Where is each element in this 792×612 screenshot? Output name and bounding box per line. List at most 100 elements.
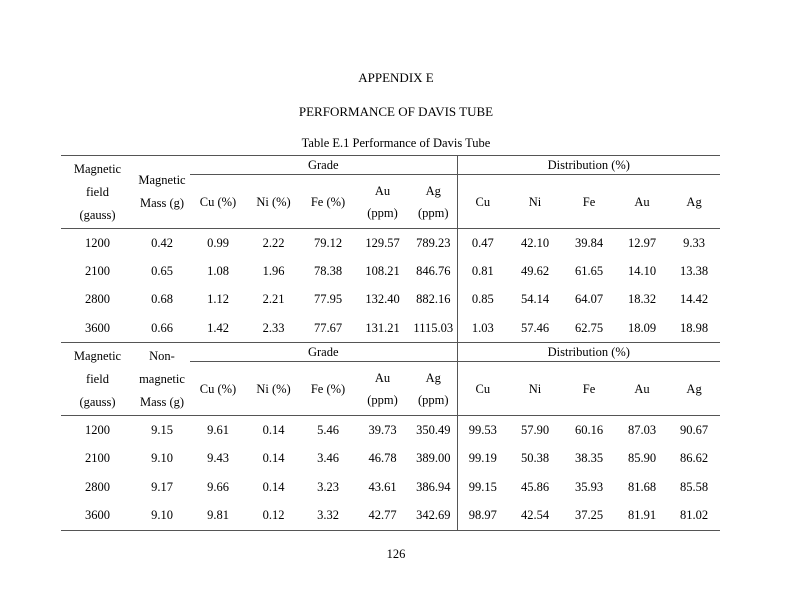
table-cell: 2800	[85, 292, 110, 307]
table-cell: 49.62	[520, 263, 550, 278]
table-cell: 42.77	[355, 501, 410, 531]
appendix-subtitle: PERFORMANCE OF DAVIS TUBE	[298, 104, 494, 119]
table-cell: 9.10	[151, 451, 173, 466]
table-cell: 0.42	[151, 235, 173, 250]
table-cell: 3.46	[317, 451, 339, 466]
header-magnetic-field-2: Magnetic field (gauss)	[61, 342, 134, 417]
table-cell: 2.21	[262, 292, 285, 307]
appendix-title: APPENDIX E	[358, 70, 434, 85]
table-cell: 389.00	[410, 444, 458, 474]
table-cell: 1.12	[207, 292, 229, 307]
table-cell: 0.47	[471, 235, 494, 250]
table-cell: 9.15	[151, 422, 173, 437]
table-cell: 85.58	[680, 479, 709, 494]
table-row: Cu (%) Ni (%) Fe (%) Au (ppm) Ag (ppm) C…	[61, 174, 721, 229]
header-dist-ag-2: Ag	[668, 361, 721, 417]
header-dist-au: Au	[616, 174, 669, 229]
table-cell: 57.46	[508, 314, 563, 344]
table-cell: 9.17	[151, 479, 173, 494]
table-cell: 9.61	[207, 422, 229, 437]
table-cell: 0.66	[134, 314, 190, 344]
table-cell: 882.16	[410, 285, 458, 315]
table-cell: 62.75	[562, 314, 617, 344]
table-cell: 2.33	[246, 314, 301, 344]
header-dist-cu: Cu	[457, 174, 509, 229]
table-caption: Table E.1 Performance of Davis Tube	[301, 136, 491, 150]
table-cell: 98.97	[457, 501, 509, 531]
table-cell: 350.49	[410, 415, 458, 445]
table-cell: 1115.03	[410, 314, 458, 344]
table-cell: 342.69	[410, 501, 458, 531]
table-cell: 131.21	[355, 314, 410, 344]
table-cell: 77.95	[313, 292, 343, 307]
header-dist-ni: Ni	[508, 174, 563, 229]
table-cell: 39.73	[368, 422, 397, 437]
table-cell: 61.65	[574, 263, 604, 278]
table-cell: 99.19	[468, 451, 497, 466]
table-cell: 9.66	[207, 479, 229, 494]
header-grade-ni-2: Ni (%)	[246, 361, 301, 417]
table-cell: 35.93	[574, 479, 604, 494]
davis-tube-performance-table: Magnetic field (gauss) Magnetic Mass (g)…	[61, 155, 721, 531]
table-cell: 38.35	[574, 451, 604, 466]
table-cell: 0.99	[207, 235, 229, 250]
table-cell: 85.90	[627, 451, 657, 466]
table-row: 2800 0.68 1.12 2.21 77.95 132.40 882.16 …	[61, 285, 720, 315]
page-number: 126	[386, 547, 406, 561]
table-cell: 64.07	[574, 292, 604, 307]
header-grade-au: Au (ppm)	[355, 174, 410, 229]
table-cell: 132.40	[365, 292, 400, 307]
header-grade-ag-2: Ag (ppm)	[410, 361, 458, 417]
table-cell: 0.14	[262, 479, 285, 494]
header-grade-au-2: Au (ppm)	[355, 361, 410, 417]
table-cell: 14.42	[680, 292, 709, 307]
table-cell: 0.65	[151, 263, 173, 278]
table-cell: 81.02	[668, 501, 721, 531]
header-dist-cu-2: Cu	[457, 361, 509, 417]
group-header-grade: Grade	[190, 155, 458, 175]
table-cell: 2100	[85, 263, 110, 278]
table-cell: 43.61	[368, 479, 397, 494]
table-cell: 46.78	[368, 451, 397, 466]
table-cell: 18.98	[668, 314, 721, 344]
table-cell: 60.16	[574, 422, 604, 437]
header-dist-fe: Fe	[562, 174, 617, 229]
table-cell: 99.53	[468, 422, 497, 437]
table-cell: 81.68	[627, 479, 657, 494]
header-dist-fe-2: Fe	[562, 361, 617, 417]
table-cell: 1200	[85, 422, 110, 437]
table-cell: 86.62	[680, 451, 709, 466]
table-cell: 5.46	[317, 422, 339, 437]
table-cell: 0.81	[471, 263, 494, 278]
table-cell: 3600	[61, 314, 134, 344]
table-cell: 3.23	[317, 479, 339, 494]
header-nonmagnetic-mass: Non- magnetic Mass (g)	[134, 342, 190, 417]
group-header-distribution-2: Distribution (%)	[457, 342, 721, 363]
table-row: 2100 0.65 1.08 1.96 78.38 108.21 846.76 …	[61, 257, 720, 286]
table-cell: 42.54	[508, 501, 563, 531]
header-grade-fe: Fe (%)	[301, 174, 355, 229]
header-grade-cu-2: Cu (%)	[190, 361, 246, 417]
table-cell: 1.03	[457, 314, 509, 344]
table-row: 1200 0.42 0.99 2.22 79.12 129.57 789.23 …	[61, 228, 720, 258]
table-cell: 12.97	[627, 235, 657, 250]
table-cell: 42.10	[520, 235, 550, 250]
table-cell: 14.10	[627, 263, 657, 278]
table-row: 2800 9.17 9.66 0.14 3.23 43.61 386.94 99…	[61, 473, 720, 502]
header-grade-cu: Cu (%)	[190, 174, 246, 229]
table-cell: 99.15	[468, 479, 497, 494]
table-cell: 0.85	[471, 292, 494, 307]
table-cell: 57.90	[520, 422, 550, 437]
table-cell: 87.03	[627, 422, 657, 437]
table-cell: 81.91	[616, 501, 669, 531]
header-grade-ni: Ni (%)	[246, 174, 301, 229]
table-cell: 37.25	[562, 501, 617, 531]
table-row: 2100 9.10 9.43 0.14 3.46 46.78 389.00 99…	[61, 444, 720, 474]
table-cell: 386.94	[410, 473, 458, 502]
table-cell: 1.42	[190, 314, 246, 344]
table-cell: 45.86	[520, 479, 550, 494]
table-row: 1200 9.15 9.61 0.14 5.46 39.73 350.49 99…	[61, 415, 720, 445]
table-cell: 2.22	[262, 235, 285, 250]
table-cell: 846.76	[410, 257, 458, 286]
table-row: Magnetic field (gauss) Magnetic Mass (g)…	[61, 155, 721, 229]
